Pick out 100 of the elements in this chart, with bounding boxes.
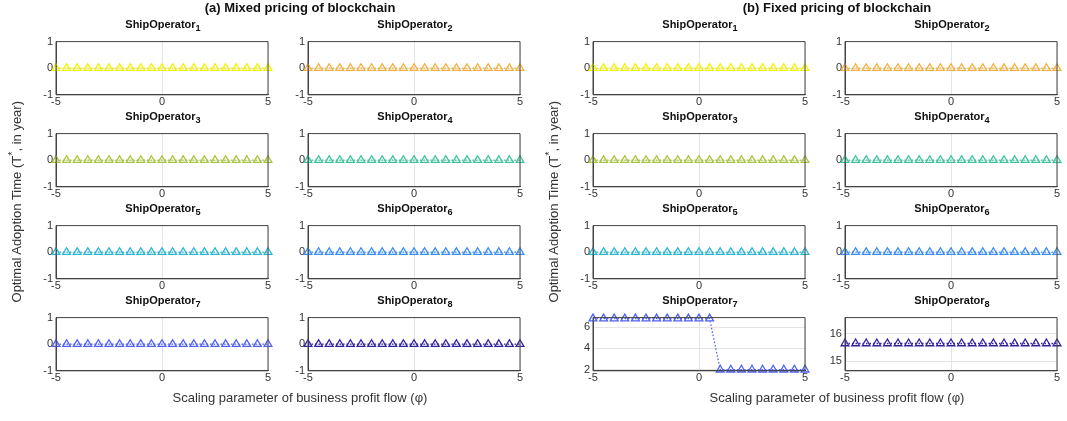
y-tick-label: 1 [835,126,842,139]
x-tick-label: -5 [303,187,313,200]
x-tick-label: 0 [410,95,418,108]
chart-title: ShipOperator$_{1}$ [124,18,202,34]
chart-title: ShipOperator$_{3}$ [124,110,202,126]
chart-title: ShipOperator$_{5}$ [124,202,202,218]
x-axis-title: Scaling parameter of business profit flow (φ) [171,390,429,405]
x-tick-label: 5 [516,95,524,108]
y-tick-label: 0 [583,61,590,74]
y-tick-label: -1 [295,363,305,376]
x-tick-label: 5 [264,95,272,108]
chart-title: ShipOperator$_{2}$ [913,18,991,34]
x-tick-label: -5 [303,279,313,292]
y-tick-label: 1 [298,218,305,231]
y-tick-label: 0 [298,61,305,74]
y-tick-label: 0 [298,337,305,350]
chart-title: ShipOperator$_{7}$ [124,294,202,310]
x-tick-label: -5 [588,95,598,108]
x-tick-label: 0 [158,95,166,108]
x-tick-label: 0 [695,371,703,384]
x-tick-label: 5 [801,371,809,384]
x-tick-label: 0 [947,187,955,200]
chart-title: ShipOperator$_{5}$ [661,202,739,218]
y-tick-label: 1 [583,34,590,47]
y-tick-label: 1 [583,218,590,231]
x-tick-label: 0 [158,187,166,200]
y-tick-label: 0 [835,153,842,166]
y-tick-label: 0 [583,153,590,166]
x-tick-label: 5 [1053,95,1061,108]
y-tick-label: 1 [46,34,53,47]
x-tick-label: 5 [264,187,272,200]
y-tick-label: 0 [46,61,53,74]
chart-title: ShipOperator$_{2}$ [376,18,454,34]
x-tick-label: 0 [410,279,418,292]
x-tick-label: -5 [588,371,598,384]
y-tick-label: 16 [829,327,842,339]
text: (a) Mixed pricing of blockchain [203,0,397,15]
chart-title: ShipOperator$_{4}$ [376,110,454,126]
x-tick-label: 5 [1053,187,1061,200]
y-tick-label: 0 [298,245,305,258]
y-tick-label: -1 [832,87,842,100]
y-tick-label: -1 [43,271,53,284]
x-tick-label: 5 [1053,279,1061,292]
x-tick-label: 0 [695,279,703,292]
y-tick-label: 0 [46,153,53,166]
y-tick-label: -1 [295,87,305,100]
y-tick-label: 0 [298,153,305,166]
x-tick-label: -5 [588,187,598,200]
chart-title: ShipOperator$_{1}$ [661,18,739,34]
y-tick-label: 1 [835,34,842,47]
x-tick-label: -5 [840,371,850,384]
y-tick-label: 0 [835,61,842,74]
x-tick-label: 5 [516,279,524,292]
x-tick-label: 0 [410,371,418,384]
chart-title: ShipOperator$_{3}$ [661,110,739,126]
chart-title: ShipOperator$_{6}$ [376,202,454,218]
x-tick-label: 0 [947,95,955,108]
x-tick-label: 5 [516,187,524,200]
y-tick-label: 1 [835,218,842,231]
x-tick-label: -5 [840,95,850,108]
y-tick-label: 4 [583,341,590,354]
x-tick-label: -5 [303,95,313,108]
x-tick-label: -5 [303,371,313,384]
y-tick-label: 0 [583,245,590,258]
y-tick-label: -1 [580,87,590,100]
chart-title: ShipOperator$_{8}$ [376,294,454,310]
y-tick-label: 0 [46,245,53,258]
x-tick-label: 0 [158,279,166,292]
x-tick-label: -5 [588,279,598,292]
text: (b) Fixed pricing of blockchain [741,0,933,15]
x-tick-label: 5 [516,371,524,384]
y-tick-label: -1 [43,363,53,376]
y-tick-label: 6 [583,320,590,333]
y-tick-label: 1 [298,310,305,323]
y-tick-label: -1 [43,179,53,192]
y-tick-label: 1 [46,126,53,139]
y-tick-label: 15 [829,354,842,367]
x-tick-label: -5 [51,187,61,200]
x-tick-label: -5 [51,95,61,108]
x-tick-label: 5 [1053,371,1061,384]
x-tick-label: 0 [410,187,418,200]
y-tick-label: 1 [583,126,590,139]
y-tick-label: -1 [832,179,842,192]
y-tick-label: 1 [298,126,305,139]
x-axis-title: Scaling parameter of business profit flow (φ) [708,390,966,405]
y-tick-label: 0 [835,245,842,258]
x-tick-label: 0 [158,371,166,384]
y-tick-label: -1 [832,271,842,284]
y-tick-label: -1 [295,271,305,284]
x-tick-label: 0 [947,279,955,292]
x-tick-label: 5 [801,95,809,108]
x-tick-label: 5 [264,279,272,292]
y-tick-label: 1 [298,34,305,47]
y-tick-label: 2 [583,362,590,375]
x-tick-label: 5 [264,371,272,384]
y-tick-label: -1 [43,87,53,100]
y-tick-label: 0 [46,337,53,350]
x-tick-label: -5 [840,187,850,200]
y-tick-label: 1 [46,218,53,231]
chart-title: ShipOperator$_{8}$ [913,294,991,310]
